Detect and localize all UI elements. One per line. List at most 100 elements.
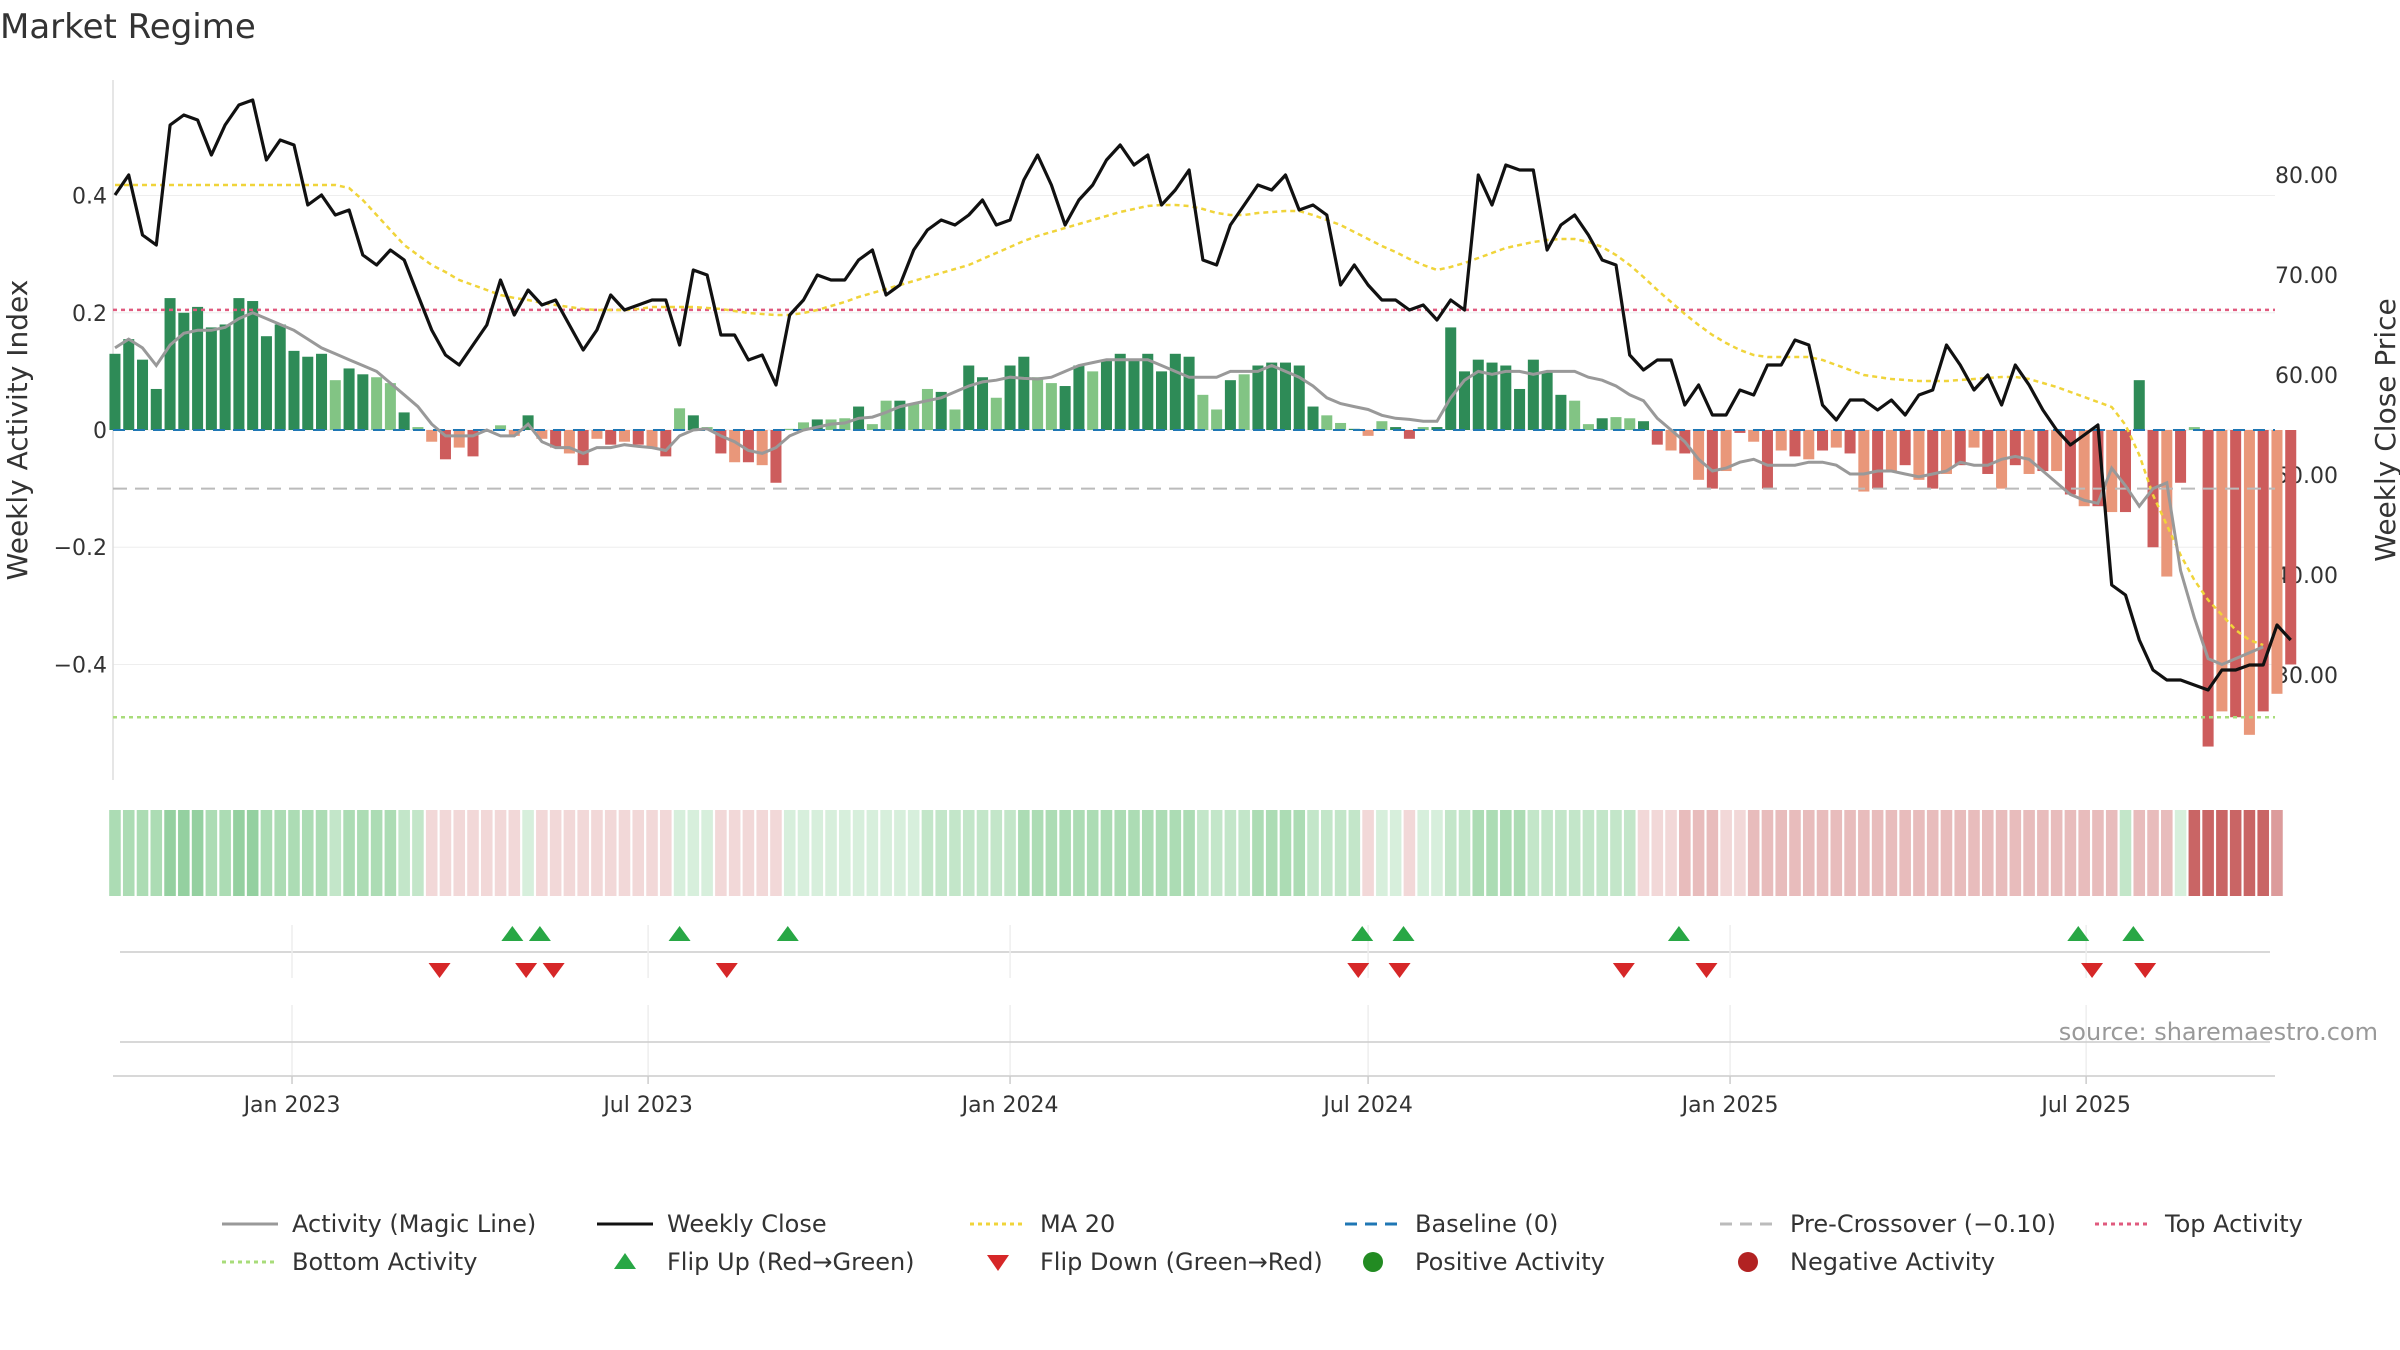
regime-cell <box>453 810 466 896</box>
magic-line <box>114 311 2264 667</box>
activity-bar <box>1624 418 1636 430</box>
activity-bar <box>1940 430 1952 474</box>
legend-label: Top Activity <box>2164 1210 2303 1238</box>
regime-cell <box>866 810 879 896</box>
activity-bar <box>2078 430 2090 507</box>
activity-bar <box>137 359 149 430</box>
regime-cell <box>1238 810 1250 896</box>
regime-cell <box>770 810 782 896</box>
regime-cell <box>1637 810 1650 896</box>
activity-bar <box>1004 365 1016 430</box>
regime-cell <box>1899 810 1911 896</box>
regime-cell <box>1114 810 1127 896</box>
regime-cell <box>1472 810 1485 896</box>
regime-cell <box>1293 810 1306 896</box>
activity-bar <box>2202 430 2214 747</box>
legend-item: Flip Up (Red→Green) <box>614 1248 915 1276</box>
y-right-tick-label: 60.00 <box>2275 364 2338 389</box>
flip-markers-panel <box>120 925 2270 978</box>
activity-bar <box>1073 365 1085 430</box>
activity-bar <box>2230 430 2242 718</box>
activity-bar <box>1899 430 1911 466</box>
activity-bar <box>1279 362 1291 430</box>
activity-bar <box>1486 362 1498 430</box>
regime-cell <box>1527 810 1540 896</box>
regime-cell <box>1913 810 1925 896</box>
activity-bar <box>729 430 741 463</box>
regime-cell <box>825 810 837 896</box>
activity-bar <box>1761 430 1773 489</box>
activity-bar <box>2023 430 2035 474</box>
activity-bar <box>178 312 190 430</box>
flip-down-marker <box>515 963 538 978</box>
y-right-tick-label: 40.00 <box>2275 564 2338 589</box>
activity-bar <box>1789 430 1801 457</box>
regime-cell <box>1981 810 1994 896</box>
legend-item: Activity (Magic Line) <box>222 1210 536 1238</box>
regime-cell <box>1155 810 1168 896</box>
regime-cell <box>2174 810 2187 896</box>
activity-bar <box>1500 365 1512 430</box>
regime-cell <box>1623 810 1636 896</box>
legend-label: Flip Down (Green→Red) <box>1040 1248 1323 1276</box>
activity-bar <box>219 324 231 430</box>
y-left-tick-label: 0.4 <box>72 185 107 210</box>
activity-bar <box>1720 430 1732 472</box>
activity-bar <box>357 374 369 430</box>
regime-cell <box>1045 810 1058 896</box>
activity-bar <box>1858 430 1870 492</box>
legend-item: Bottom Activity <box>222 1248 477 1276</box>
activity-bar <box>949 409 961 430</box>
flip-down-marker <box>2081 963 2104 978</box>
activity-bar <box>1885 430 1897 472</box>
regime-cell <box>412 810 424 896</box>
regime-cell <box>1555 810 1567 896</box>
regime-cell <box>1417 810 1429 896</box>
activity-bar <box>674 408 686 430</box>
y-left-tick-label: 0 <box>93 419 107 444</box>
activity-bar <box>1128 359 1140 430</box>
chart-title: Market Regime <box>0 7 256 47</box>
regime-cell <box>1885 810 1898 896</box>
legend-item: Positive Activity <box>1363 1248 1605 1276</box>
activity-bar <box>1555 394 1567 430</box>
regime-cell <box>467 810 479 896</box>
regime-cell <box>329 810 342 896</box>
regime-cell <box>1802 810 1815 896</box>
regime-cell <box>1086 810 1099 896</box>
legend-label: Negative Activity <box>1790 1248 1995 1276</box>
regime-cell <box>1995 810 2008 896</box>
regime-cell <box>233 810 245 896</box>
activity-bar <box>316 353 328 430</box>
regime-cell <box>1321 810 1333 896</box>
regime-cell <box>357 810 369 896</box>
activity-bar <box>1693 430 1705 480</box>
activity-bar <box>715 430 727 454</box>
activity-bar <box>880 400 892 430</box>
flip-down-marker <box>715 963 738 978</box>
regime-cell <box>219 810 231 896</box>
activity-bar <box>192 306 204 430</box>
regime-cell <box>343 810 355 896</box>
activity-bar <box>1830 430 1842 448</box>
activity-bar <box>687 415 699 430</box>
regime-cell <box>439 810 452 896</box>
regime-cell <box>1334 810 1347 896</box>
regime-cell <box>2009 810 2022 896</box>
activity-bar <box>1224 380 1236 430</box>
regime-cell <box>1197 810 1209 896</box>
activity-panel: 0.4 0.2 0 −0.2 −0.4 80.00 70.00 60.00 50.00 40.00… <box>54 80 2338 780</box>
regime-cell <box>1816 810 1829 896</box>
activity-bar <box>632 430 644 445</box>
activity-bar <box>784 428 796 430</box>
activity-bar <box>1569 400 1581 430</box>
legend-item: Top Activity <box>2095 1210 2303 1238</box>
legend-label: Flip Up (Red→Green) <box>667 1248 915 1276</box>
regime-cell <box>935 810 947 896</box>
activity-bar <box>1100 359 1112 430</box>
regime-cell <box>2202 810 2214 896</box>
activity-bar <box>150 388 162 430</box>
x-tick-label: Jan 2024 <box>960 1093 1059 1118</box>
flip-up-marker <box>1351 926 1374 941</box>
regime-cell <box>549 810 562 896</box>
